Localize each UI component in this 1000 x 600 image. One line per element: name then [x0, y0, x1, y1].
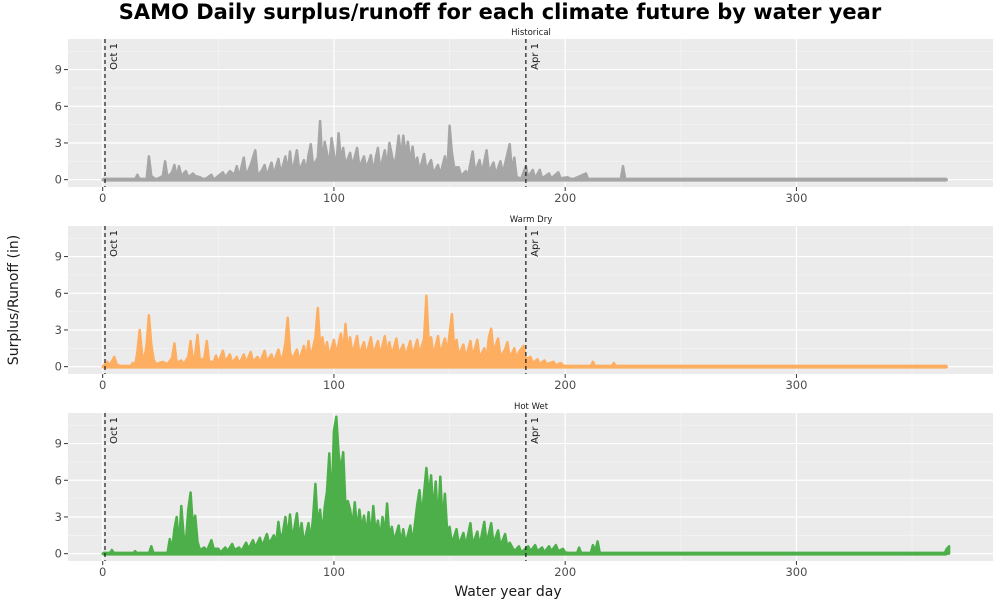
- y-tick-label: 9: [55, 63, 62, 77]
- facet-panel-1: Oct 1 Apr 1 Historical 0 3 6 9 0 100 200 300: [55, 28, 993, 205]
- facet-strip-label: Historical: [511, 28, 551, 38]
- reference-line-label: Apr 1: [530, 43, 541, 70]
- y-tick-label: 3: [55, 510, 62, 524]
- y-tick-label: 6: [55, 99, 62, 113]
- y-tick-label: 0: [55, 173, 62, 187]
- reference-line-label: Oct 1: [109, 230, 120, 257]
- y-tick-label: 3: [55, 136, 62, 150]
- y-tick-label: 9: [55, 437, 62, 451]
- y-axis-label: Surplus/Runoff (in): [6, 235, 22, 365]
- facet-strip-label: Hot Wet: [514, 402, 549, 412]
- y-tick-label: 6: [55, 473, 62, 487]
- facet-panel-3: Oct 1 Apr 1 Hot Wet 0 3 6 9 0 100 200 300: [55, 402, 993, 579]
- x-tick-label: 100: [323, 565, 345, 579]
- x-axis-label: Water year day: [454, 584, 561, 600]
- y-tick-label: 9: [55, 250, 62, 264]
- x-tick-label: 200: [554, 378, 576, 392]
- reference-line-label: Oct 1: [109, 43, 120, 70]
- x-tick-label: 100: [323, 191, 345, 205]
- x-tick-label: 0: [99, 191, 106, 205]
- y-tick-label: 3: [55, 323, 62, 337]
- x-tick-label: 200: [554, 565, 576, 579]
- x-tick-label: 300: [785, 378, 807, 392]
- y-tick-label: 0: [55, 360, 62, 374]
- y-tick-label: 0: [55, 547, 62, 561]
- reference-line-label: Apr 1: [530, 230, 541, 257]
- y-tick-label: 6: [55, 286, 62, 300]
- x-tick-label: 0: [99, 565, 106, 579]
- x-tick-label: 0: [99, 378, 106, 392]
- x-tick-label: 300: [785, 191, 807, 205]
- x-tick-label: 100: [323, 378, 345, 392]
- x-tick-label: 200: [554, 191, 576, 205]
- reference-line-label: Apr 1: [530, 417, 541, 444]
- facet-panel-2: Oct 1 Apr 1 Warm Dry 0 3 6 9 0 100 200 300: [55, 215, 993, 392]
- facet-strip-label: Warm Dry: [510, 215, 552, 225]
- reference-line-label: Oct 1: [109, 417, 120, 444]
- x-tick-label: 300: [785, 565, 807, 579]
